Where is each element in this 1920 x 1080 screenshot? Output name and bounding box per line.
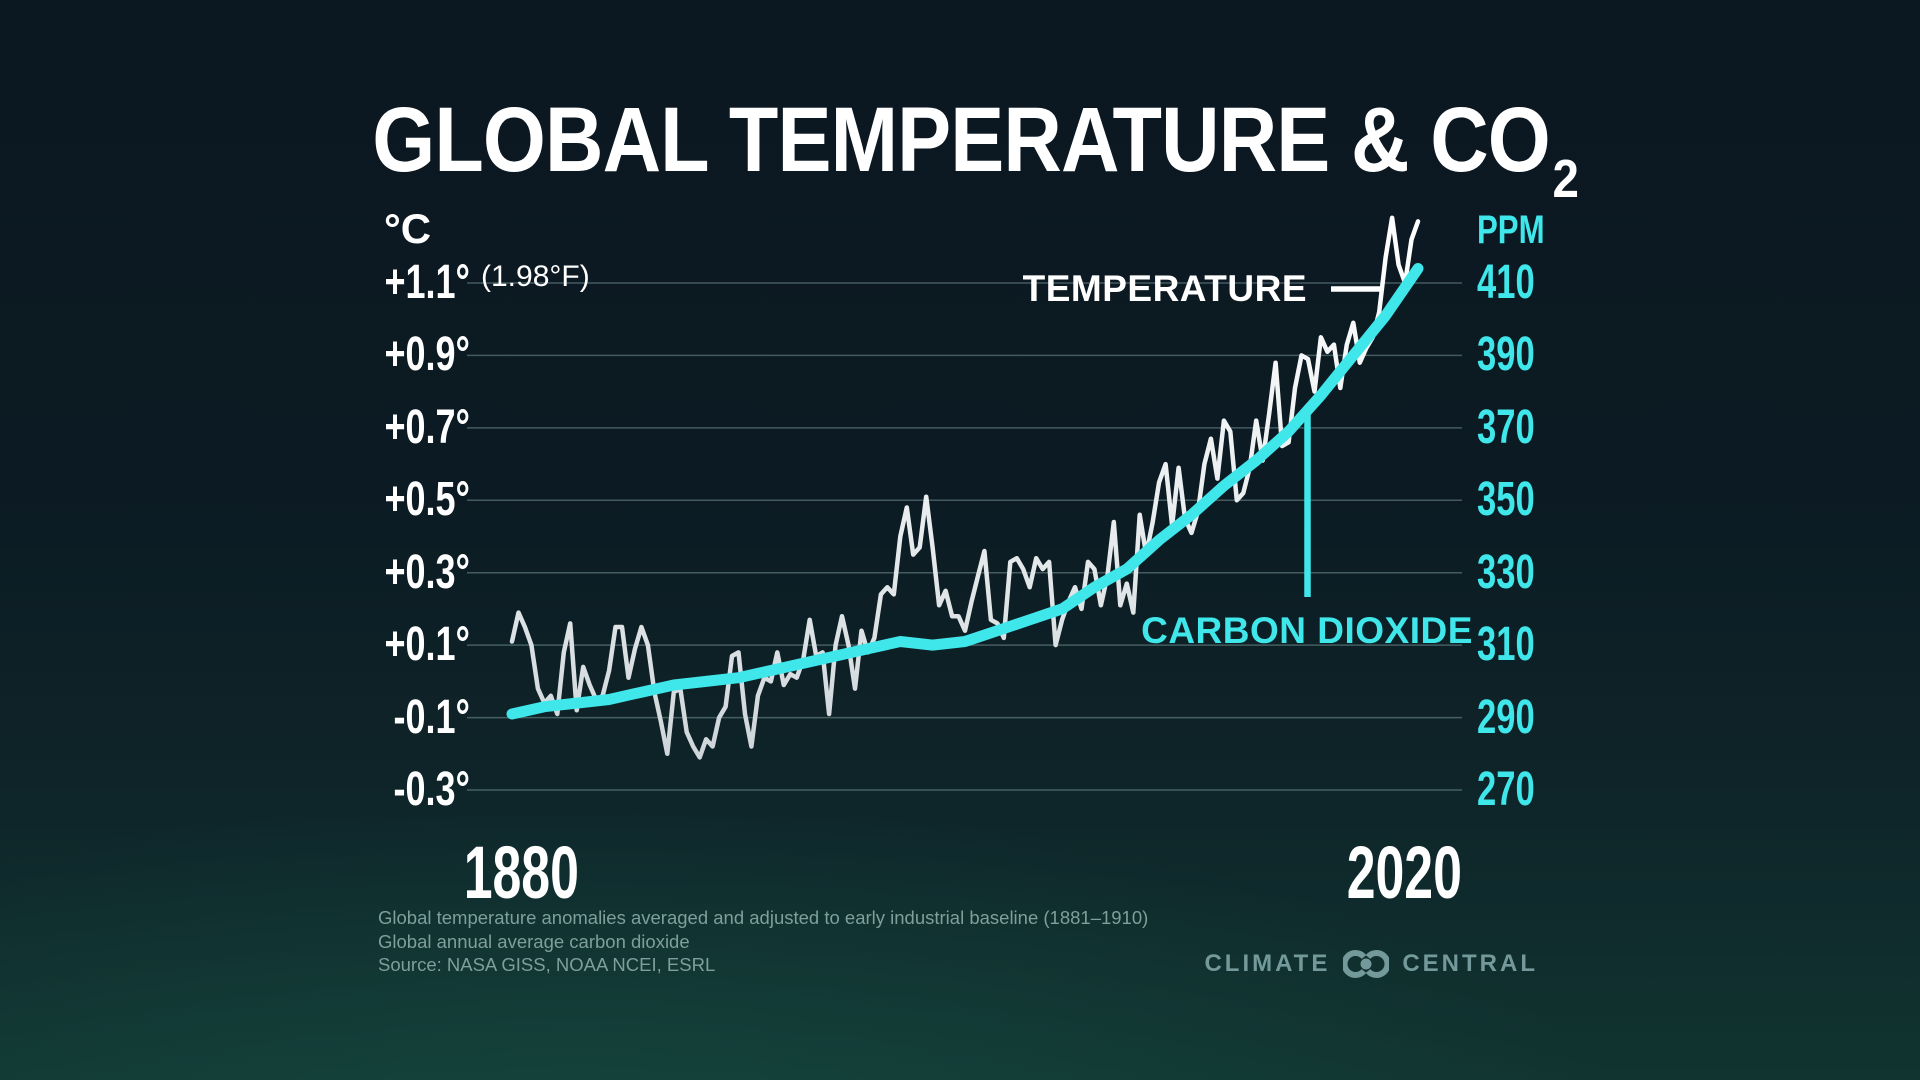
temp-tick-label: +0.3° [200, 545, 470, 599]
temp-tick-label: +0.9° [200, 331, 470, 379]
ppm-tick-label: 290 [1477, 690, 1697, 744]
left-axis-unit: °C [384, 205, 432, 252]
ppm-tick-label: 370 [1477, 400, 1697, 454]
ppm-tick-label-text: 410 [1477, 256, 1535, 309]
x-axis-end-text: 2020 [1346, 831, 1462, 914]
temp-tick-label-text: -0.3° [393, 763, 470, 816]
ppm-tick-label: 350 [1477, 476, 1697, 524]
footnote-co2: Global annual average carbon dioxide [378, 930, 690, 952]
temp-tick-label-text: +0.1° [384, 618, 470, 672]
ppm-tick-label: 270 [1477, 766, 1697, 814]
footnotes: Global temperature anomalies averaged an… [378, 906, 1148, 977]
temp-tick-label-text: +0.5° [384, 473, 470, 527]
temp-tick-label-text: +0.3° [384, 545, 470, 599]
ppm-tick-label-text: 270 [1477, 763, 1535, 816]
temp-tick-label: -0.1° [200, 690, 470, 744]
temp-tick-label: +0.5° [200, 476, 470, 524]
ppm-tick-label-text: 370 [1477, 400, 1535, 454]
footnote-source: Source: NASA GISS, NOAA NCEI, ESRL [378, 954, 716, 975]
x-axis-start-label: 1880 [411, 836, 631, 910]
ppm-tick-label: 330 [1477, 545, 1697, 599]
interlocking-rings-icon [1343, 950, 1390, 978]
x-axis-end-label: 2020 [1294, 836, 1514, 910]
ppm-tick-label-text: 310 [1477, 618, 1535, 672]
ppm-tick-label-text: 290 [1477, 690, 1535, 744]
footnote-baseline: Global temperature anomalies averaged an… [378, 907, 1149, 928]
co2-line [506, 263, 1424, 720]
x-axis-start-text: 1880 [463, 831, 579, 914]
right-axis-unit-text: PPM [1477, 208, 1545, 252]
ppm-tick-label: 310 [1477, 621, 1697, 669]
temp-tick-label: +0.1° [200, 621, 470, 669]
carbon-dioxide-series-label: CARBON DIOXIDE [1141, 610, 1473, 651]
temp-tick-label-text: +1.1° [384, 256, 470, 309]
ppm-tick-label-text: 330 [1477, 545, 1535, 599]
temp-tick-label: +1.1° [200, 259, 470, 307]
chart-title-text: GLOBAL TEMPERATURE & CO [372, 89, 1551, 191]
temp-tick-label-text: +0.7° [384, 400, 470, 454]
ppm-tick-label: 390 [1477, 331, 1697, 379]
temp-tick-label: -0.3° [200, 766, 470, 814]
right-axis-unit: PPM [1477, 210, 1564, 250]
chart-title-subscript: 2 [1552, 149, 1578, 209]
climate-central-logo: CLIMATE CENTRAL [1204, 942, 1538, 986]
logo-word-central: CENTRAL [1402, 950, 1538, 977]
temperature-series-label: TEMPERATURE [1022, 268, 1307, 309]
ppm-tick-label: 410 [1477, 259, 1697, 307]
temp-tick-label-text: -0.1° [393, 690, 470, 744]
temp-tick-label-text: +0.9° [384, 328, 470, 382]
fahrenheit-note: (1.98°F) [481, 260, 590, 293]
ppm-tick-label-text: 390 [1477, 328, 1535, 382]
temperature-line [509, 215, 1421, 760]
logo-word-climate: CLIMATE [1204, 950, 1331, 977]
chart-title: GLOBAL TEMPERATURE & CO2 [15, 94, 1920, 206]
temp-tick-label: +0.7° [200, 400, 470, 454]
ppm-tick-label-text: 350 [1477, 473, 1535, 527]
